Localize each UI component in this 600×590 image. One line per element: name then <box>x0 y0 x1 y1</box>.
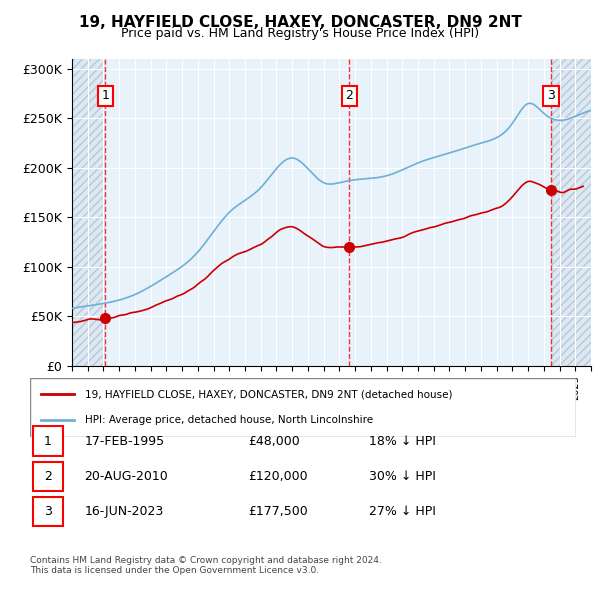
Text: 1: 1 <box>44 434 52 448</box>
Text: HPI: Average price, detached house, North Lincolnshire: HPI: Average price, detached house, Nort… <box>85 415 373 425</box>
Text: 30% ↓ HPI: 30% ↓ HPI <box>368 470 436 483</box>
Bar <box>106 59 551 366</box>
Text: £120,000: £120,000 <box>248 470 308 483</box>
FancyBboxPatch shape <box>33 427 63 455</box>
Text: £177,500: £177,500 <box>248 505 308 519</box>
Bar <box>551 59 591 366</box>
FancyBboxPatch shape <box>30 378 576 437</box>
Text: 17-FEB-1995: 17-FEB-1995 <box>85 434 165 448</box>
Bar <box>72 59 80 366</box>
Text: 16-JUN-2023: 16-JUN-2023 <box>85 505 164 519</box>
Text: 20-AUG-2010: 20-AUG-2010 <box>85 470 169 483</box>
Text: 3: 3 <box>547 89 555 102</box>
Text: 1: 1 <box>101 89 109 102</box>
Text: 19, HAYFIELD CLOSE, HAXEY, DONCASTER, DN9 2NT (detached house): 19, HAYFIELD CLOSE, HAXEY, DONCASTER, DN… <box>85 389 452 399</box>
Text: Contains HM Land Registry data © Crown copyright and database right 2024.
This d: Contains HM Land Registry data © Crown c… <box>30 556 382 575</box>
Text: 27% ↓ HPI: 27% ↓ HPI <box>368 505 436 519</box>
Text: Price paid vs. HM Land Registry's House Price Index (HPI): Price paid vs. HM Land Registry's House … <box>121 27 479 40</box>
Text: 18% ↓ HPI: 18% ↓ HPI <box>368 434 436 448</box>
Text: £48,000: £48,000 <box>248 434 300 448</box>
Bar <box>72 59 106 366</box>
Text: 3: 3 <box>44 505 52 519</box>
Text: 2: 2 <box>346 89 353 102</box>
FancyBboxPatch shape <box>33 462 63 491</box>
Text: 19, HAYFIELD CLOSE, HAXEY, DONCASTER, DN9 2NT: 19, HAYFIELD CLOSE, HAXEY, DONCASTER, DN… <box>79 15 521 30</box>
FancyBboxPatch shape <box>33 497 63 526</box>
Text: 2: 2 <box>44 470 52 483</box>
